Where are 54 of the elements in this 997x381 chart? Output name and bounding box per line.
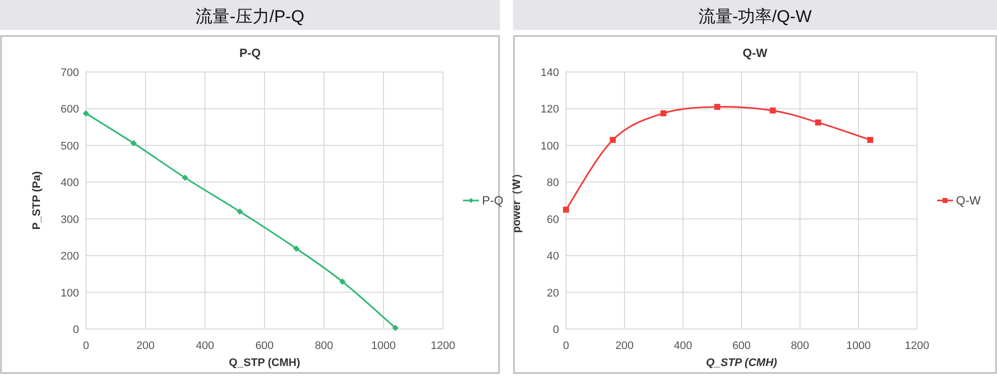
x-tick-label: 400 (674, 340, 692, 352)
y-tick-label: 40 (546, 250, 559, 263)
y-tick-label: 60 (546, 214, 559, 226)
x-tick-label: 800 (790, 340, 810, 352)
y-tick-label: 80 (546, 177, 559, 190)
x-tick-label: 200 (615, 340, 634, 352)
y-tick-label: 300 (60, 214, 79, 226)
legend-label: P-Q (482, 194, 504, 208)
chart-subtitle: Q-W (742, 46, 768, 60)
point (714, 104, 720, 110)
x-tick-label: 1000 (371, 340, 396, 352)
y-tick-label: 100 (540, 140, 559, 152)
point (182, 174, 188, 181)
point (563, 206, 569, 213)
y-tick-label: 200 (60, 250, 79, 263)
y-tick-label: 120 (540, 104, 559, 116)
y-tick-label: 0 (72, 324, 79, 336)
legend-label: Q-W (956, 194, 982, 208)
y-tick-label: 140 (540, 67, 559, 79)
y-axis-title: power（W） (511, 168, 523, 233)
point (867, 136, 874, 143)
point (236, 208, 244, 215)
chart-title: 流量-压力/P-Q (196, 7, 304, 26)
y-tick-label: 500 (60, 140, 79, 152)
point (660, 110, 666, 116)
y-tick-label: 0 (552, 324, 559, 336)
point (610, 136, 616, 143)
x-tick-label: 0 (562, 340, 570, 352)
x-tick-label: 600 (732, 340, 751, 352)
x-tick-label: 600 (255, 340, 274, 352)
x-axis-title: Q_STP (CMH) (706, 357, 778, 369)
x-tick-label: 1200 (904, 340, 930, 352)
point (815, 119, 822, 126)
x-tick-label: 200 (136, 340, 155, 352)
x-axis-title: Q_STP (CMH) (228, 357, 300, 369)
y-tick-label: 700 (60, 67, 79, 79)
y-tick-label: 600 (60, 104, 79, 116)
x-tick-label: 0 (82, 340, 90, 352)
point (339, 278, 346, 285)
y-tick-label: 400 (60, 177, 79, 190)
point (130, 140, 137, 146)
chart-title: 流量-功率/Q-W (698, 7, 812, 26)
point (82, 110, 90, 117)
x-tick-label: 1200 (430, 340, 456, 352)
y-axis-title: P_STP (Pa) (31, 170, 43, 230)
point (293, 245, 300, 252)
chart-subtitle: P-Q (239, 46, 261, 60)
x-tick-label: 800 (314, 340, 334, 352)
y-tick-label: 20 (546, 287, 559, 300)
point (770, 108, 776, 114)
x-tick-label: 1000 (846, 340, 871, 352)
x-tick-label: 400 (196, 340, 214, 352)
point (392, 324, 399, 332)
y-tick-label: 100 (60, 287, 79, 300)
